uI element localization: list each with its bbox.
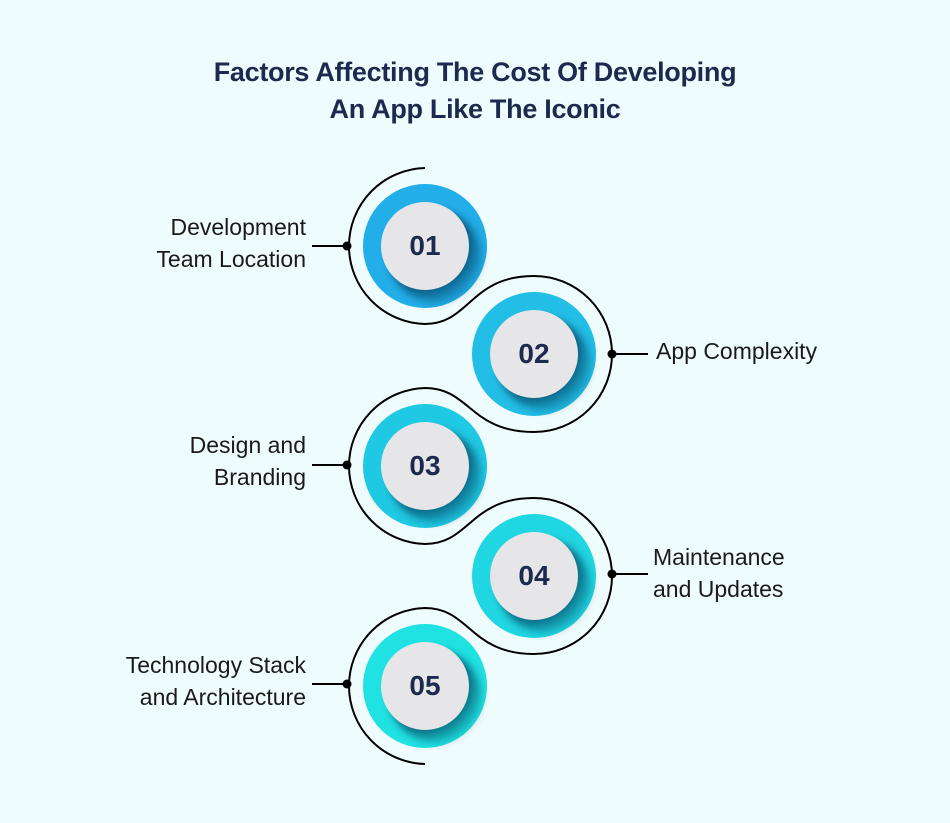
- label-line: Branding: [213, 464, 306, 490]
- connector-3: [312, 460, 352, 470]
- title-line-1: Factors Affecting The Cost Of Developing: [213, 57, 737, 87]
- page-title: Factors Affecting The Cost Of Developing…: [0, 54, 950, 128]
- label-line: Development: [170, 214, 306, 240]
- factor-number-04: 04: [518, 560, 550, 591]
- factor-number-02: 02: [518, 338, 550, 369]
- label-line: Design and: [189, 432, 306, 458]
- factor-label-02: App Complexity: [656, 335, 817, 367]
- factor-number-01: 01: [409, 230, 441, 261]
- factor-label-01: Development Team Location: [156, 211, 306, 275]
- factor-label-03: Design and Branding: [190, 429, 306, 493]
- connector-4: [607, 569, 648, 579]
- connector-2: [607, 349, 648, 359]
- ring-05: [363, 624, 487, 748]
- ring-02: [472, 292, 596, 416]
- title-line-2: An App Like The Iconic: [329, 94, 621, 124]
- connector-5: [312, 679, 352, 689]
- ring-04: [472, 514, 596, 638]
- label-line: Technology Stack: [125, 652, 306, 678]
- label-line: and Architecture: [139, 684, 306, 710]
- label-line: Team Location: [156, 246, 306, 272]
- label-line: App Complexity: [656, 338, 818, 364]
- factor-label-05: Technology Stack and Architecture: [126, 649, 306, 713]
- ring-03: [363, 404, 487, 528]
- label-line: and Updates: [653, 576, 784, 602]
- ring-01: [363, 184, 487, 308]
- label-line: Maintenance: [653, 544, 785, 570]
- connector-1: [312, 241, 352, 251]
- factor-number-05: 05: [409, 670, 441, 701]
- factor-number-03: 03: [409, 450, 441, 481]
- factor-label-04: Maintenance and Updates: [653, 541, 785, 605]
